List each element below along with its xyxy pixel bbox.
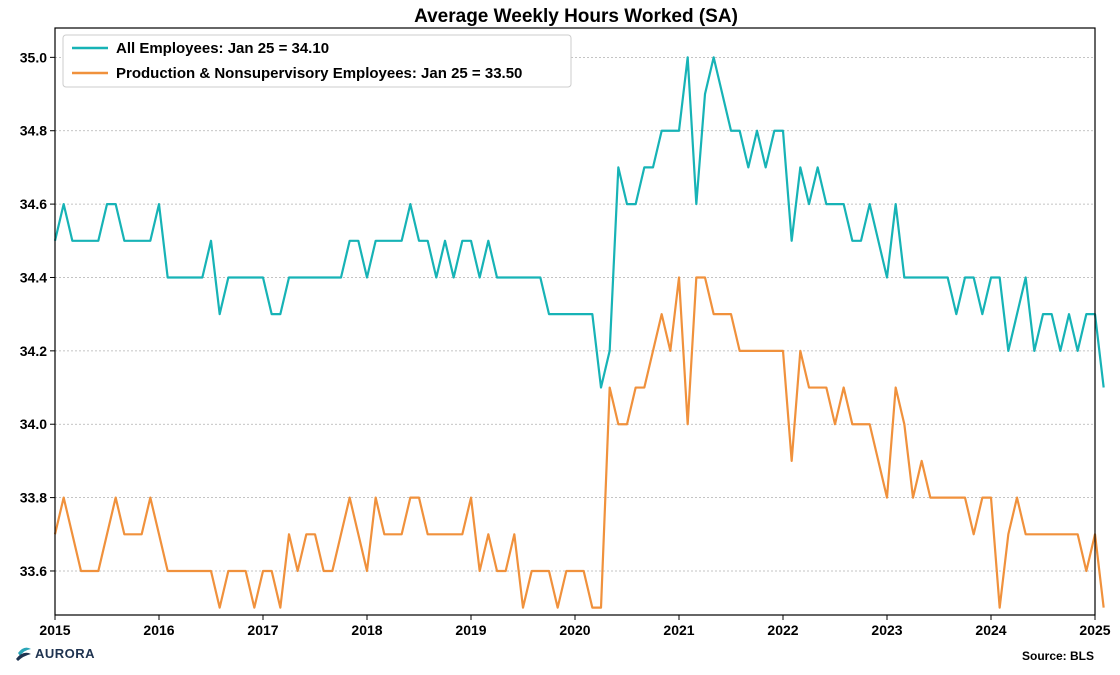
chart-title: Average Weekly Hours Worked (SA) — [414, 6, 738, 27]
x-axis: 2015 2016 2017 2018 2019 2020 2021 2022 2023 2024… — [39, 615, 1111, 638]
y-tick-label: 33.6 — [20, 563, 47, 579]
y-tick-label: 34.4 — [20, 269, 47, 285]
grid-lines — [55, 56, 1095, 572]
x-tick-label: 2016 — [143, 622, 174, 638]
legend-label-production-employees: Production & Nonsupervisory Employees: J… — [116, 65, 522, 82]
y-tick-label: 35.0 — [20, 49, 47, 65]
legend-label-all-employees: All Employees: Jan 25 = 34.10 — [116, 40, 329, 57]
x-tick-label: 2019 — [455, 622, 486, 638]
y-tick-label: 34.0 — [20, 416, 47, 432]
aurora-logo-icon — [18, 647, 31, 656]
aurora-logo-icon-lower — [16, 652, 31, 661]
x-tick-label: 2021 — [663, 622, 694, 638]
x-tick-label: 2024 — [975, 622, 1006, 638]
aurora-logo: AURORA — [16, 646, 95, 661]
x-tick-label: 2020 — [559, 622, 590, 638]
y-tick-label: 34.2 — [20, 343, 47, 359]
x-tick-label: 2015 — [39, 622, 70, 638]
x-tick-label: 2025 — [1079, 622, 1110, 638]
series-lines — [53, 56, 1105, 609]
series-line-production-employees — [53, 276, 1105, 609]
x-tick-label: 2022 — [767, 622, 798, 638]
aurora-logo-text: AURORA — [35, 646, 95, 661]
plot-frame — [54, 27, 1096, 616]
y-tick-label: 34.8 — [20, 123, 47, 139]
x-tick-label: 2023 — [871, 622, 902, 638]
y-axis: 33.6 33.8 34.0 34.2 34.4 34.6 34.8 35.0 — [20, 49, 55, 579]
legend: All Employees: Jan 25 = 34.10 Production… — [62, 34, 572, 88]
y-tick-label: 34.6 — [20, 196, 47, 212]
x-tick-label: 2017 — [247, 622, 278, 638]
x-tick-label: 2018 — [351, 622, 382, 638]
y-tick-label: 33.8 — [20, 490, 47, 506]
source-note: Source: BLS — [1022, 649, 1094, 663]
series-line-all-employees — [53, 56, 1105, 389]
legend-box — [62, 34, 572, 88]
